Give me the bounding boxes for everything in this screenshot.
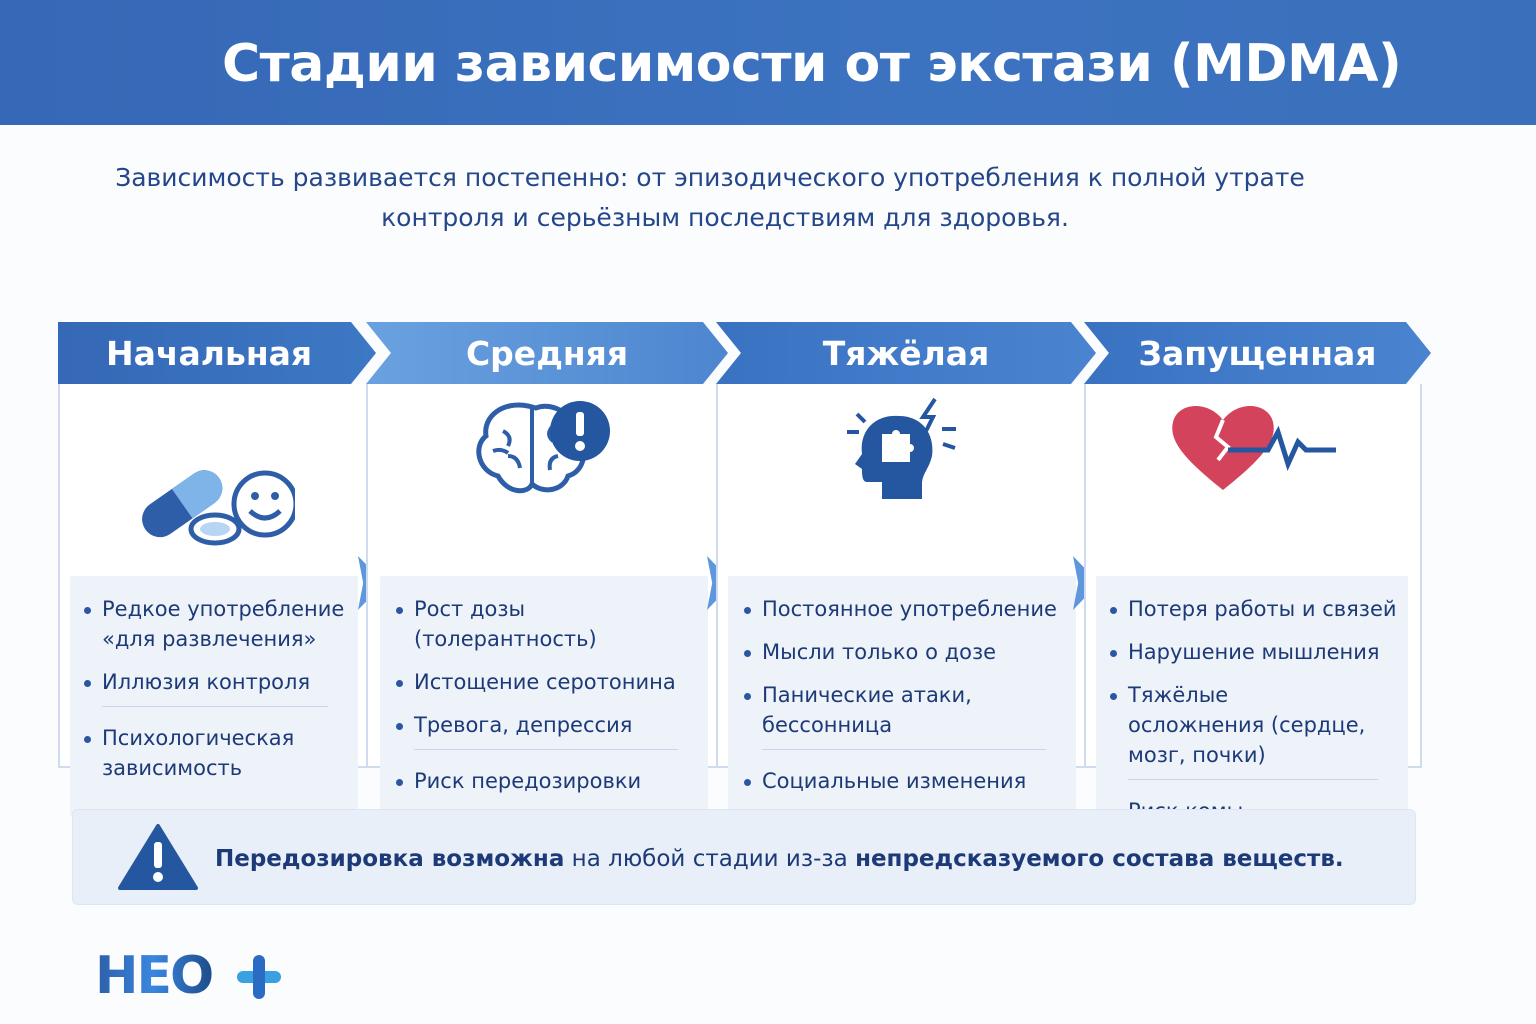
stage-panel: Рост дозы (толерантность) Истощение серо… [366,384,720,816]
list-item: Истощение серотонина [396,667,708,697]
stage-panel: Потеря работы и связей Нарушение мышлени… [1084,384,1422,823]
warning-bold: Передозировка возможна [215,846,565,872]
warning-bold: непредсказуемого состава веществ. [855,846,1344,872]
stage-panel: Постоянное употребление Мысли только о д… [716,384,1088,816]
stage-header: Средняя [366,322,728,384]
subtitle-line: Зависимость развивается постепенно: от э… [115,163,1305,192]
list-item: Социальные изменения [744,766,1076,796]
list-item: Тревога, депрессия [396,710,708,740]
header-banner: Стадии зависимости от экстази (MDMA) [0,0,1536,125]
overdose-warning: Передозировка возможна на любой стадии и… [72,809,1416,905]
list-item: Постоянное употребление [744,594,1076,624]
broken-heart-pulse-icon [1086,402,1420,492]
pills-smiley-icon [60,459,370,549]
divider [414,749,678,750]
list-item: Риск передозировки [396,766,708,796]
warning-text: Передозировка возможна на любой стадии и… [215,846,1344,872]
logo: НЕО [95,946,214,1006]
stage-header: Запущенная [1084,322,1431,384]
divider [1128,779,1378,780]
warning-icon [118,824,198,890]
list-item: Тяжёлые осложнения (сердце, мозг, почки) [1110,680,1370,770]
subtitle-line: контроля и серьёзным последствиям для зд… [381,203,1069,232]
list-item: Нарушение мышления [1110,637,1408,667]
subtitle: Зависимость развивается постепенно: от э… [0,158,1420,238]
list-item: Мысли только о дозе [744,637,1076,667]
stage-list: Потеря работы и связей Нарушение мышлени… [1096,576,1408,823]
head-puzzle-icon [718,394,1086,504]
list-item: Панические атаки, бессонница [744,680,984,740]
page-title: Стадии зависимости от экстази (MDMA) [222,34,1402,94]
stage-header: Начальная [58,322,376,384]
stage-list: Постоянное употребление Мысли только о д… [728,576,1076,816]
stage-header: Тяжёлая [716,322,1096,384]
divider [762,749,1046,750]
list-item: Потеря работы и связей [1110,594,1408,624]
divider [102,706,328,707]
stage-list: Рост дозы (толерантность) Истощение серо… [380,576,708,816]
warning-plain: на любой стадии из-за [564,846,856,872]
list-item: Редкое употребление «для развлечения» [84,594,358,654]
list-item: Рост дозы (толерантность) [396,594,708,654]
brain-warning-icon [368,396,718,496]
stage-panel: Редкое употребление «для развлечения» Ил… [58,384,372,816]
list-item: Иллюзия контроля [84,667,358,697]
list-item: Психологическая зависимость [84,723,358,783]
stage-list: Редкое употребление «для развлечения» Ил… [70,576,358,816]
logo-plus-icon [237,955,281,999]
